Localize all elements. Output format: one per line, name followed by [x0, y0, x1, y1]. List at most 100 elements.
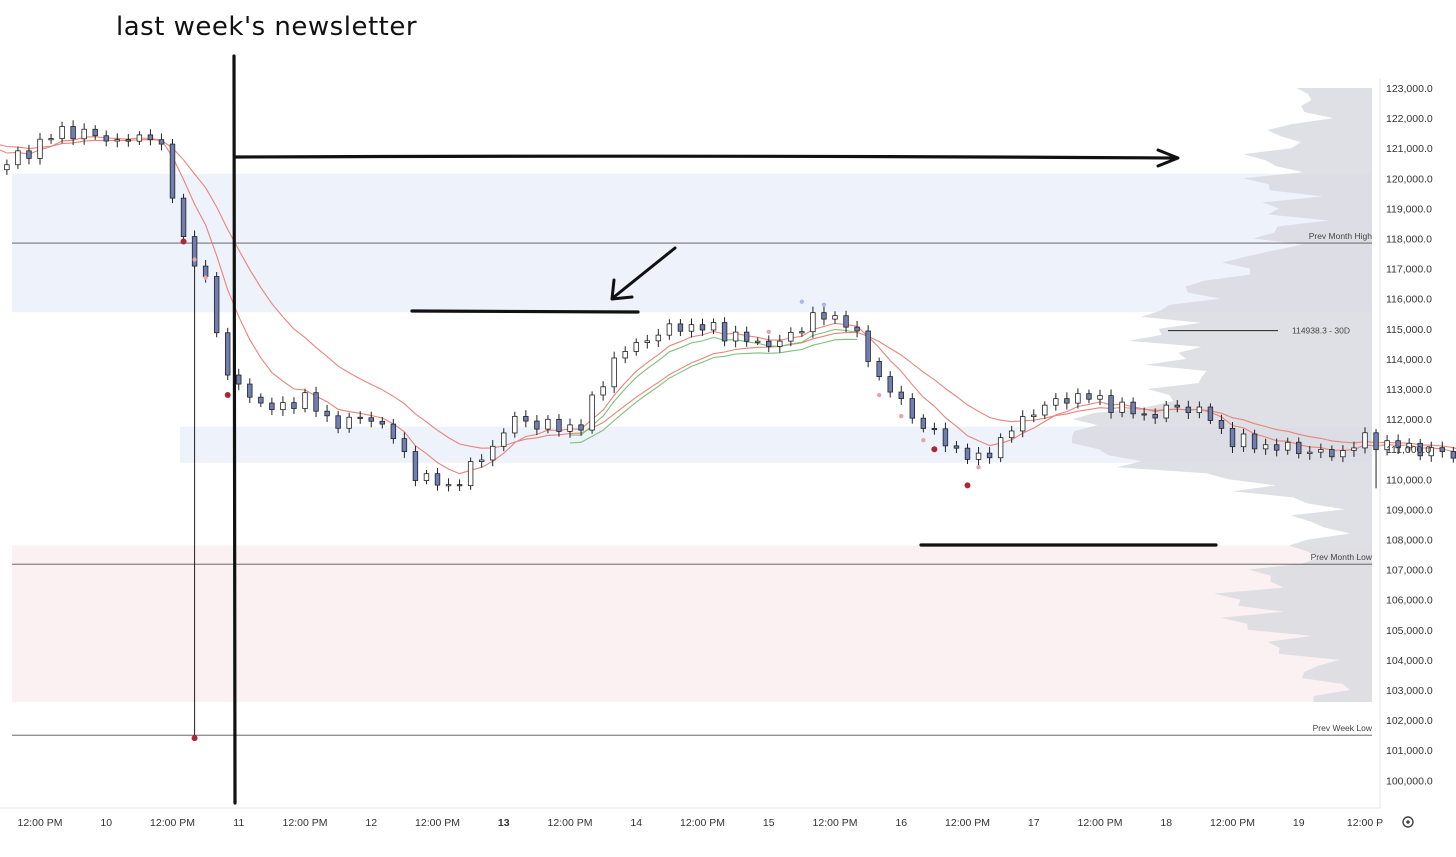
candle-body [1273, 444, 1280, 451]
candle [1086, 389, 1092, 404]
pointer-arrow-head-icon [610, 278, 634, 301]
candle [434, 468, 441, 491]
candle [258, 393, 264, 407]
candle [225, 327, 231, 380]
candle [324, 404, 330, 423]
candle [280, 396, 286, 416]
candle [1262, 438, 1269, 455]
candle [1229, 422, 1236, 454]
candle-body [1086, 393, 1092, 400]
price-tick-label: 110,000.0 [1386, 474, 1432, 486]
price-tick-label: 113,000.0 [1386, 384, 1432, 396]
candle-body [799, 331, 805, 334]
candle-body [1064, 398, 1070, 404]
candle [611, 351, 617, 394]
candle-body [490, 445, 496, 461]
annotation-title: last week's newsletter [116, 12, 417, 42]
candle [103, 130, 109, 147]
candle [810, 306, 816, 338]
signal-dot [799, 299, 805, 304]
candle-body [48, 138, 54, 141]
signal-dot [921, 437, 926, 443]
candle [114, 133, 120, 148]
candle-body [755, 340, 761, 343]
candle [1130, 397, 1136, 419]
candle-body [743, 331, 750, 342]
signal-dot [964, 482, 971, 489]
candle-body [1450, 451, 1456, 459]
signal-dots-layer [180, 238, 981, 742]
time-tick-label: 12:00 PM [813, 817, 858, 829]
newsletter-vertical-line [232, 54, 237, 805]
candle [379, 416, 385, 429]
signal-dot [203, 275, 208, 280]
candle-body [1163, 404, 1169, 419]
candle [1296, 437, 1302, 459]
candle-body [1020, 416, 1026, 432]
volume-profile-shape [1072, 88, 1372, 703]
candle-body [1439, 447, 1445, 452]
candle-body [1196, 406, 1203, 414]
candle-body [247, 383, 253, 398]
candle-body [777, 340, 783, 347]
candle [556, 414, 562, 437]
candle-body [269, 402, 275, 411]
resistance-line [410, 309, 640, 314]
time-tick-label: 16 [895, 817, 907, 829]
volume-profile [1072, 88, 1372, 703]
candle [1119, 397, 1125, 418]
candle [1152, 408, 1158, 424]
candle [1240, 428, 1247, 452]
price-tick-label: 121,000.0 [1386, 143, 1433, 155]
candle-body [1174, 404, 1180, 408]
candle-body [1362, 432, 1368, 449]
candle-body [810, 312, 816, 333]
level-label: Prev Month High [1309, 231, 1373, 241]
candle [633, 338, 639, 356]
time-tick-label: 14 [630, 817, 642, 829]
ema-green-fast-line [569, 328, 858, 436]
candle [578, 419, 584, 436]
candle [589, 391, 595, 434]
price-tick-label: 111,000.0 [1386, 444, 1431, 456]
candle [1097, 389, 1103, 406]
candle-body [434, 473, 441, 486]
candle [291, 397, 297, 414]
candle [1174, 399, 1180, 413]
candle-body [1428, 447, 1434, 457]
price-tick-label: 117,000.0 [1386, 264, 1432, 276]
candle-body [4, 164, 10, 171]
candle-body [1351, 447, 1357, 451]
candle [313, 386, 319, 418]
candle [732, 325, 739, 348]
candle-body [843, 315, 849, 328]
signal-dot [180, 238, 187, 245]
candle [1417, 438, 1423, 461]
candle [942, 422, 949, 453]
price-axis: 123,000.0 122,000.0 121,000.0 120,000.0 119,… [1379, 78, 1433, 808]
level-label: Prev Week Low [1313, 723, 1373, 733]
candle [699, 318, 706, 336]
candle [1307, 445, 1313, 460]
candle [158, 133, 165, 151]
candle-body [1097, 395, 1103, 400]
candle-body [666, 323, 673, 336]
candle [269, 397, 275, 416]
candle [357, 411, 363, 424]
candle-body [699, 324, 706, 331]
candle-body [1285, 441, 1291, 451]
candle-body [26, 150, 32, 159]
gear-icon[interactable] [1402, 816, 1414, 828]
ema-green-slow-line [569, 338, 858, 444]
candle-body [556, 418, 562, 432]
time-tick-label: 15 [763, 817, 775, 829]
candle-body [732, 331, 739, 342]
candle-body [1053, 398, 1059, 406]
arrow-head-icon [1156, 148, 1180, 168]
candle [48, 133, 54, 144]
candle [666, 319, 673, 340]
candle [26, 144, 32, 165]
candle-body [180, 197, 187, 237]
